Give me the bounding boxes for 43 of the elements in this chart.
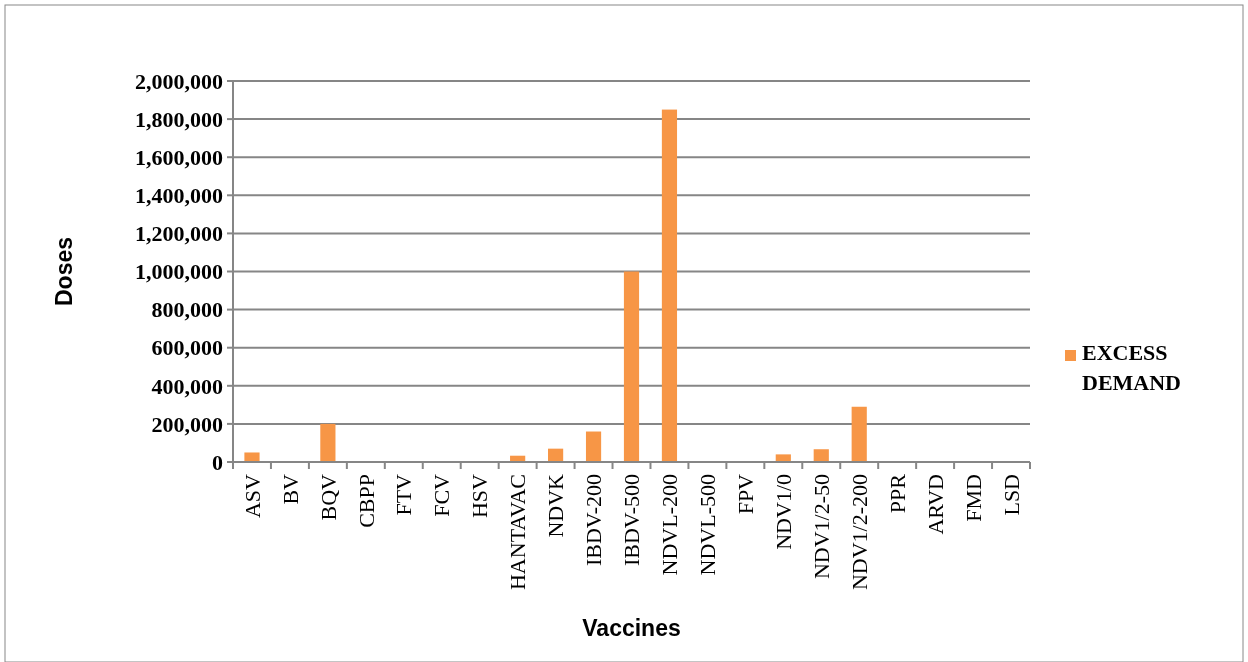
- x-tick-label: NDV1/2-200: [846, 474, 872, 591]
- x-tick-label: NDV1/0: [771, 474, 797, 550]
- legend-label: EXCESS DEMAND: [1082, 340, 1181, 395]
- y-axis-title: Doses: [51, 236, 77, 307]
- x-tick-label: BQV: [315, 473, 341, 521]
- y-tick-label: 1,800,000: [135, 106, 223, 132]
- x-tick-label: FPV: [733, 473, 759, 515]
- bar: [244, 452, 260, 462]
- x-tick-label: IBDV-500: [619, 474, 645, 567]
- x-tick-label: ASV: [239, 473, 265, 519]
- x-tick-label: NDV1/2-50: [808, 474, 834, 580]
- y-tick-label: 0: [212, 449, 223, 475]
- y-tick-label: 200,000: [151, 411, 223, 437]
- y-tick-label: 1,200,000: [135, 221, 223, 247]
- x-tick-label: FMD: [960, 474, 986, 522]
- y-tick-label: 2,000,000: [135, 68, 223, 94]
- x-tick-label: FCV: [429, 473, 455, 517]
- bar: [585, 431, 602, 462]
- bar: [813, 449, 829, 462]
- x-tick-label: NDVL-200: [657, 474, 683, 576]
- y-tick-label: 1,400,000: [135, 183, 223, 208]
- x-tick-label: FTV: [391, 473, 417, 516]
- x-tick-label: PPR: [884, 473, 910, 514]
- x-tick-label: BV: [277, 473, 303, 505]
- y-tick-label: 1,000,000: [135, 259, 223, 285]
- y-tick-label: 1,600,000: [135, 144, 223, 170]
- y-tick-label: 800,000: [151, 297, 223, 323]
- x-tick-label: LSD: [998, 474, 1024, 516]
- x-tick-label: NDVK: [543, 473, 569, 538]
- x-tick-label: IBDV-200: [581, 474, 607, 567]
- bar: [775, 454, 791, 462]
- bar: [623, 271, 640, 462]
- x-tick-label: ARVD: [922, 474, 948, 535]
- y-tick-label: 400,000: [151, 373, 223, 399]
- x-tick-label: CBPP: [353, 474, 379, 528]
- bar: [851, 406, 867, 462]
- bar: [320, 423, 336, 462]
- x-tick-label: HANTAVAC: [505, 474, 531, 591]
- y-tick-label: 600,000: [151, 335, 223, 361]
- x-axis-title: Vaccines: [582, 615, 681, 641]
- bar: [661, 109, 678, 462]
- x-tick-label: HSV: [467, 473, 493, 519]
- x-tick-label: NDVL-500: [695, 474, 721, 576]
